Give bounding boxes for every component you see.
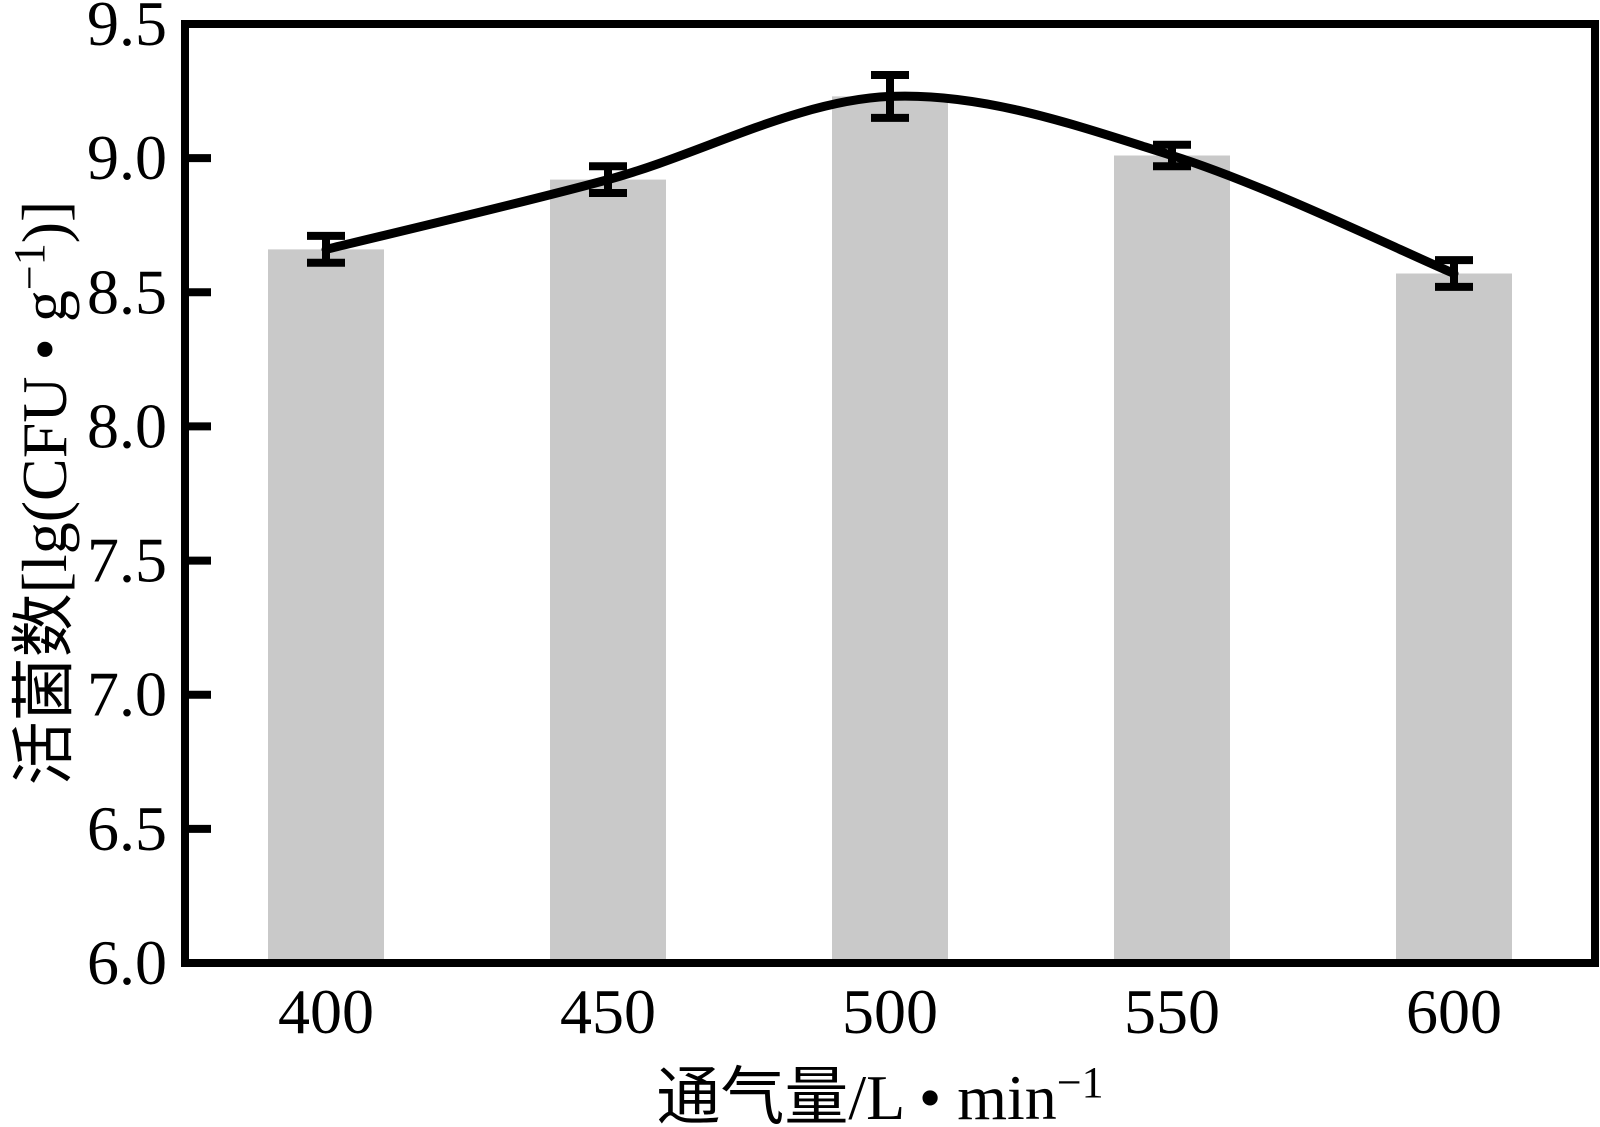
bar-600: [1396, 273, 1512, 963]
x-tick-label-450: 450: [560, 976, 656, 1047]
x-tick-label-550: 550: [1124, 976, 1220, 1047]
bar-550: [1114, 155, 1230, 963]
error-bar-500: [871, 71, 909, 122]
y-tick-label-8.0: 8.0: [87, 390, 167, 461]
error-bar-550: [1153, 140, 1191, 171]
y-tick-label-7.0: 7.0: [87, 659, 167, 730]
y-tick-label-9.0: 9.0: [87, 122, 167, 193]
y-ticks-group: [185, 20, 211, 967]
y-tick-label-8.5: 8.5: [87, 256, 167, 327]
error-bars-group: [307, 71, 1473, 291]
y-axis-title: 活菌数[lg(CFU • g−1)]: [5, 201, 80, 786]
bar-450: [550, 179, 666, 964]
x-tick-labels-group: 400 450 500 550 600: [278, 976, 1502, 1047]
bar-400: [268, 249, 384, 963]
x-tick-label-400: 400: [278, 976, 374, 1047]
error-bar-400: [307, 231, 345, 267]
x-axis-title: 通气量/L • min−1: [656, 1058, 1103, 1127]
error-bar-600: [1435, 256, 1473, 291]
bar-500: [832, 96, 948, 963]
x-tick-label-600: 600: [1406, 976, 1502, 1047]
y-tick-label-6.5: 6.5: [87, 793, 167, 864]
y-tick-label-6.0: 6.0: [87, 927, 167, 998]
bars-group: [268, 96, 1512, 964]
y-tick-label-7.5: 7.5: [87, 525, 167, 596]
plot-border: [181, 20, 1599, 967]
error-bar-450: [589, 162, 627, 197]
y-tick-labels-group: 9.5 9.0 8.5 8.0 7.5 7.0 6.5 6.0: [87, 0, 167, 998]
x-tick-label-500: 500: [842, 976, 938, 1047]
y-tick-label-9.5: 9.5: [87, 0, 167, 59]
